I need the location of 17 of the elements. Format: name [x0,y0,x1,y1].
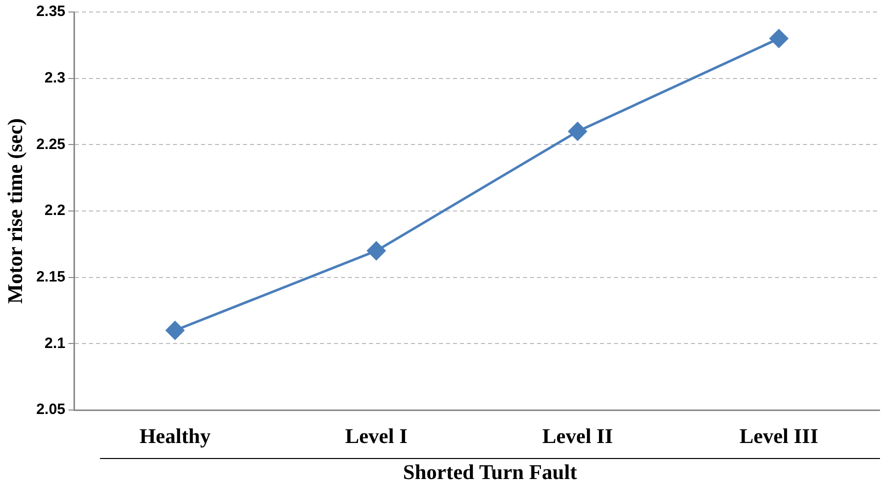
y-tick-label: 2.3 [44,69,66,86]
y-axis-title: Motor rise time (sec) [3,118,28,304]
y-tick-label: 2.25 [36,136,66,153]
y-tick-label: 2.2 [44,202,66,220]
x-tick-label: Level I [345,424,408,448]
point [367,242,386,260]
x-tick-label: Level III [739,424,818,448]
x-axis-title: Shorted Turn Fault [100,458,880,485]
y-tick-label: 2.1 [44,334,66,352]
y-tick-label: 2.15 [36,268,66,286]
y-tick-label: 2.05 [36,401,66,418]
point [166,321,184,340]
point [770,29,788,48]
y-tick-label: 2.35 [36,3,66,20]
point [568,122,587,141]
x-tick-label: Healthy [139,424,212,448]
x-tick-label: Level II [542,424,613,448]
